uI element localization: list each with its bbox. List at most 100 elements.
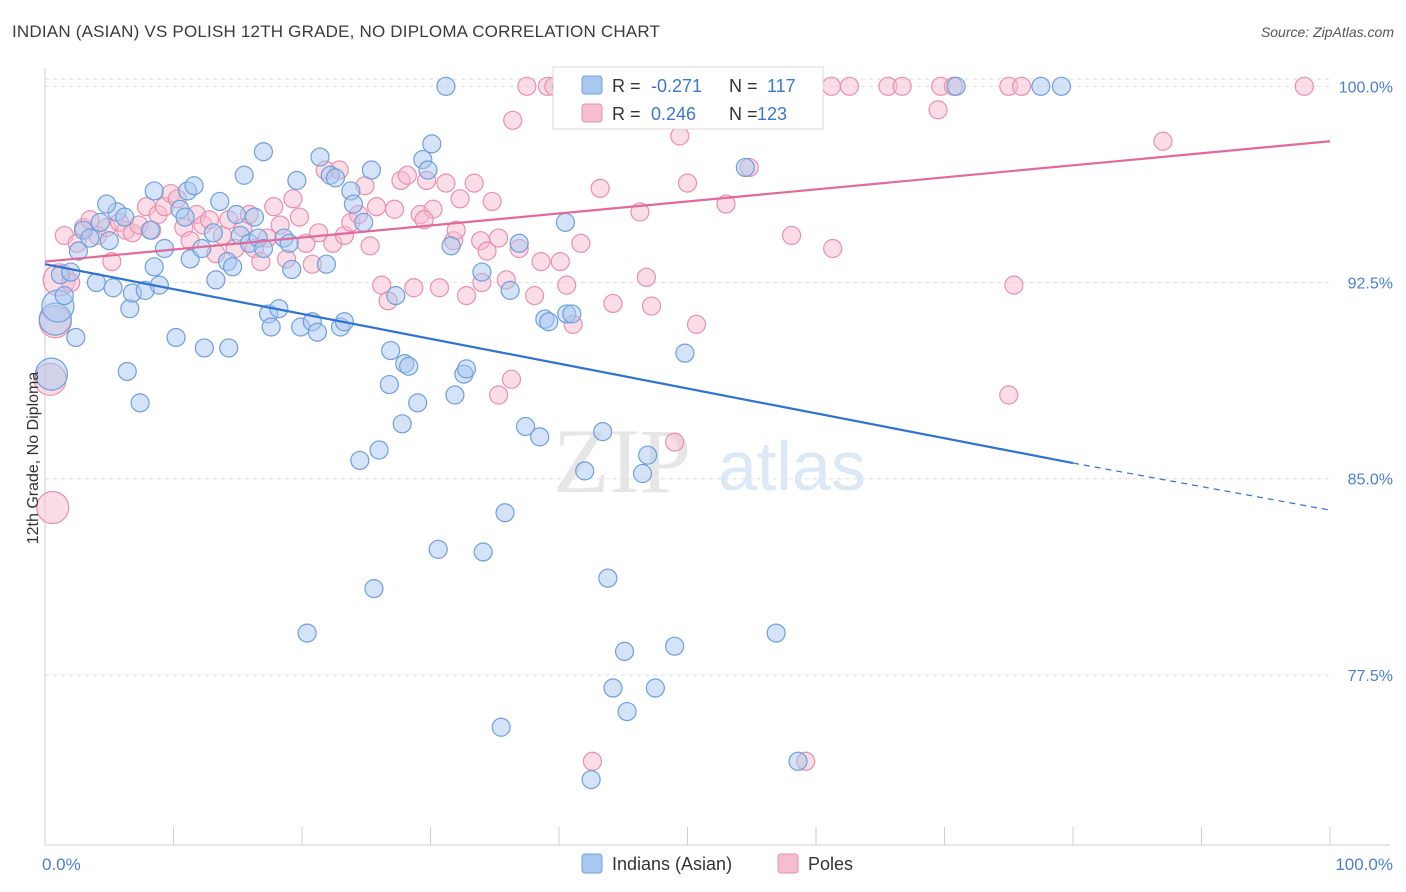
- indians-point-89: [515, 416, 536, 437]
- indians-point-119: [603, 678, 623, 698]
- indians-point-124: [253, 142, 274, 162]
- indians-point-110: [766, 623, 786, 643]
- x-tick-label-1: 100.0%: [1335, 855, 1393, 874]
- poles-point-92: [641, 296, 662, 316]
- poles-point-76: [524, 286, 545, 306]
- indians-point-74: [408, 393, 428, 413]
- indians-point-113: [1031, 76, 1051, 96]
- y-tick-label-2: 92.5%: [1348, 276, 1393, 293]
- poles-point-73: [503, 110, 523, 130]
- indians-point-41: [244, 207, 265, 227]
- poles-point-71: [489, 228, 509, 248]
- indians-point-114: [1051, 76, 1072, 96]
- indians-point-0: [34, 357, 69, 391]
- bottom-legend-swatch-poles: [777, 853, 799, 874]
- poles-point-81: [557, 275, 577, 295]
- chart-title: INDIAN (ASIAN) VS POLISH 12TH GRADE, NO …: [12, 22, 661, 41]
- legend-n-value-2: 123: [757, 104, 787, 124]
- indians-point-104: [638, 445, 658, 465]
- indians-point-29: [184, 176, 204, 196]
- indians-point-96: [562, 304, 582, 324]
- indians-point-50: [287, 170, 307, 191]
- poles-point-106: [821, 76, 842, 96]
- y-tick-label-1: 85.0%: [1348, 472, 1393, 489]
- poles-point-86: [590, 178, 610, 198]
- bottom-legend-label-indians: Indians (Asian): [612, 854, 732, 874]
- indians-point-21: [144, 257, 164, 277]
- poles-point-1: [36, 490, 70, 525]
- indians-point-94: [555, 212, 576, 232]
- poles-point-121: [489, 385, 509, 405]
- indians-point-108: [675, 343, 695, 363]
- indians-point-15: [115, 207, 135, 227]
- indians-point-86: [495, 503, 515, 523]
- y-tick-label-0: 77.5%: [1348, 668, 1393, 685]
- bottom-legend: Indians (Asian) Poles: [581, 853, 853, 874]
- indians-point-20: [140, 220, 160, 240]
- indians-point-24: [166, 327, 186, 348]
- indians-point-100: [598, 568, 618, 588]
- indians-point-71: [392, 414, 412, 434]
- indians-point-36: [223, 257, 243, 277]
- indians-point-33: [206, 270, 226, 290]
- poles-point-104: [781, 225, 802, 246]
- legend-swatch-poles: [581, 103, 603, 123]
- legend-r-label-2: R =: [612, 104, 641, 124]
- indians-point-45: [261, 317, 281, 337]
- poles-point-91: [636, 267, 656, 287]
- indians-point-123: [97, 194, 117, 214]
- poles-point-77: [531, 251, 551, 272]
- poles-point-97: [686, 314, 707, 334]
- indians-point-18: [130, 393, 150, 413]
- poles-point-55: [384, 199, 405, 219]
- chart-source: Source: ZipAtlas.com: [1260, 24, 1394, 40]
- indians-point-39: [234, 165, 254, 185]
- poles-point-11: [102, 251, 122, 272]
- poles-point-52: [366, 197, 387, 217]
- poles-point-83: [571, 233, 591, 253]
- poles-point-110: [892, 76, 912, 96]
- poles-point-108: [839, 76, 860, 96]
- indians-point-26: [175, 207, 195, 227]
- indians-point-66: [364, 579, 384, 599]
- legend-r-label-1: R =: [612, 76, 641, 96]
- legend-n-label-2: N =: [729, 104, 758, 124]
- poles-point-112: [928, 100, 948, 120]
- indians-point-84: [472, 262, 492, 282]
- legend-swatch-indians: [581, 75, 603, 95]
- poles-point-65: [450, 189, 470, 209]
- indians-point-87: [500, 280, 520, 300]
- tick-labels: 77.5% 85.0% 92.5% 100.0% 0.0% 100.0%: [42, 79, 1393, 874]
- indians-point-31: [194, 338, 214, 358]
- indians-point-112: [946, 76, 966, 96]
- indians-point-67: [369, 440, 389, 460]
- indians-point-81: [445, 385, 465, 405]
- indians-point-118: [491, 717, 511, 737]
- indians-point-92: [539, 312, 559, 332]
- indians-point-97: [575, 461, 595, 481]
- indians-point-63: [350, 450, 370, 471]
- poles-point-58: [404, 278, 424, 298]
- indians-point-11: [90, 212, 110, 232]
- indians-point-122: [117, 361, 137, 382]
- poles-point-85: [582, 751, 603, 771]
- indians-point-16: [120, 299, 140, 319]
- y-tick-label-3: 100.0%: [1339, 79, 1393, 96]
- poles-point-95: [665, 432, 685, 452]
- indians-point-52: [297, 623, 317, 643]
- indians-point-32: [203, 223, 223, 243]
- poles-point-119: [1294, 76, 1314, 96]
- poles-point-63: [436, 173, 456, 193]
- indians-point-7: [68, 241, 89, 261]
- poles-point-40: [289, 207, 310, 227]
- indians-trendline: [44, 263, 1074, 465]
- indians-point-99: [593, 422, 613, 442]
- poles-point-120: [501, 369, 522, 389]
- poles-point-36: [264, 197, 284, 217]
- indians-point-103: [632, 463, 653, 484]
- legend-r-value-1: -0.271: [651, 76, 702, 96]
- watermark-atlas: atlas: [718, 427, 866, 505]
- series-indians: [34, 76, 1072, 790]
- indians-point-102: [617, 701, 637, 722]
